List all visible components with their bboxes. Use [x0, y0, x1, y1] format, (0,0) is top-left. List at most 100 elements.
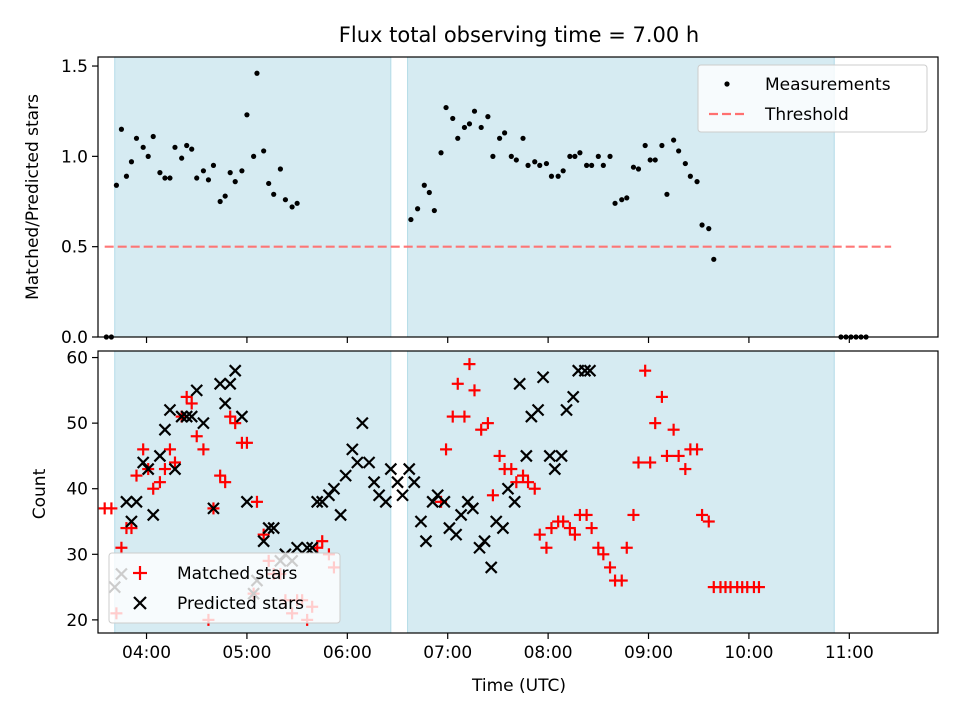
matched-star-point: [660, 449, 673, 462]
measurement-point: [520, 135, 526, 141]
predicted-star-point: [235, 410, 249, 423]
matched-star-point: [672, 449, 685, 462]
matched-star-point: [224, 410, 237, 423]
matched-star-point: [486, 489, 499, 502]
top-y-tick-label: 1.0: [61, 147, 88, 167]
predicted-star-point: [175, 410, 188, 423]
matched-star-point: [493, 449, 506, 462]
matched-star-point: [563, 522, 576, 535]
measurement-point: [543, 160, 550, 167]
matched-star-point: [197, 443, 210, 456]
measurement-point: [664, 191, 670, 197]
legend-label-matched: Matched stars: [177, 564, 297, 584]
matched-star-point: [644, 456, 657, 469]
measurement-point: [266, 180, 272, 187]
measurement-point: [261, 148, 267, 154]
measurement-point: [502, 130, 508, 136]
matched-star-point: [125, 522, 138, 535]
predicted-star-point: [185, 410, 198, 423]
measurement-point: [461, 124, 468, 131]
predicted-star-point: [163, 403, 177, 417]
bottom-y-axis-label: Count: [30, 468, 50, 519]
bottom-x-tick-label: 05:00: [222, 643, 271, 663]
measurement-point: [607, 153, 613, 159]
predicted-star-point: [414, 515, 428, 528]
measurement-point: [577, 150, 583, 156]
matched-star-point: [105, 502, 118, 515]
predicted-star-point: [180, 410, 193, 423]
matched-star-point: [147, 482, 160, 495]
matched-star-point: [168, 456, 181, 469]
predicted-star-point: [501, 482, 515, 495]
bottom-x-tick-label: 07:00: [423, 643, 472, 663]
measurement-point: [496, 135, 503, 141]
top-y-axis: 0.0 0.5 1.0 1.5: [61, 57, 98, 348]
measurement-point: [289, 204, 295, 210]
measurement-point: [294, 200, 300, 206]
matched-star-point: [702, 515, 715, 528]
measurement-point: [466, 121, 473, 127]
predicted-star-point: [578, 364, 592, 377]
legend-label-measurements: Measurements: [765, 75, 891, 95]
matched-star-point: [219, 476, 232, 489]
bottom-y-axis: 20 30 40 50 60: [66, 349, 98, 631]
measurement-point: [426, 189, 432, 196]
predicted-star-point: [218, 397, 232, 410]
matched-star-point: [481, 417, 494, 430]
matched-star-point: [627, 508, 640, 521]
bottom-legend: Matched stars Predicted stars: [108, 552, 341, 624]
matched-star-point: [446, 410, 459, 423]
matched-star-point: [463, 358, 476, 371]
measurement-point: [150, 133, 156, 140]
predicted-star-point: [346, 443, 359, 456]
measurement-point: [567, 153, 573, 159]
bottom-x-tick-label: 09:00: [624, 643, 673, 663]
legend-label-predicted: Predicted stars: [177, 594, 304, 614]
predicted-star-point: [158, 423, 172, 436]
top-x-axis: [145, 337, 850, 343]
measurement-point: [271, 191, 277, 197]
predicted-star-point: [190, 384, 204, 397]
matched-star-point: [214, 469, 227, 482]
matched-star-point: [517, 469, 530, 482]
measurement-point: [642, 142, 648, 149]
matched-star-point: [130, 469, 143, 482]
measurement-point: [455, 135, 461, 141]
measurement-point: [172, 144, 178, 150]
matched-star-point: [604, 561, 617, 574]
predicted-star-point: [379, 495, 393, 509]
predicted-star-point: [300, 541, 314, 555]
measurement-point: [443, 104, 449, 111]
predicted-star-point: [391, 475, 404, 489]
measurement-point: [471, 108, 478, 114]
bottom-legend-box: [108, 552, 341, 624]
bottom-x-axis: 04:00 05:00 06:00 07:00 08:00 09:00 10:00 11:00: [122, 633, 874, 663]
measurement-point: [478, 124, 484, 131]
matched-star-point: [639, 364, 652, 377]
predicted-star-point: [555, 449, 568, 463]
matched-star-point: [620, 541, 633, 554]
matched-star-point: [458, 410, 471, 423]
measurement-point: [210, 162, 217, 168]
bottom-y-tick-label: 60: [66, 349, 88, 369]
predicted-star-point: [478, 534, 491, 548]
measurement-point: [572, 153, 578, 159]
matched-star-point: [153, 476, 166, 489]
legend-marker-measurements: [724, 81, 730, 87]
measurement-point: [140, 144, 146, 150]
measurement-point: [525, 162, 531, 168]
bottom-x-axis-label: Time (UTC): [471, 676, 566, 696]
predicted-star-point: [508, 495, 521, 509]
predicted-star-point: [207, 502, 220, 515]
top-axes-frame: [97, 56, 939, 338]
top-y-tick-label: 1.5: [61, 57, 88, 77]
legend-marker-predicted: [133, 596, 147, 610]
predicted-star-point: [356, 416, 369, 430]
matched-star-point: [475, 423, 488, 436]
measurement-point: [408, 216, 414, 223]
matched-star-point: [655, 390, 668, 403]
matched-star-point: [522, 476, 535, 489]
top-legend: Measurements Threshold: [697, 64, 928, 133]
predicted-star-point: [257, 534, 270, 548]
measurement-point: [222, 193, 228, 199]
